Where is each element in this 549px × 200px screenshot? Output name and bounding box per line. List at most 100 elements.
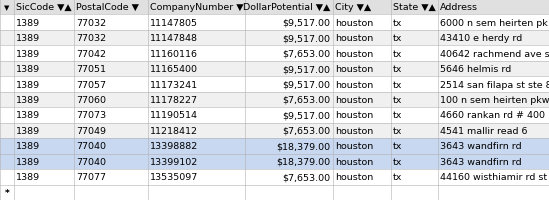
- Text: 77032: 77032: [76, 34, 107, 43]
- Text: tx: tx: [393, 172, 402, 181]
- Bar: [0, 138, 549, 154]
- Text: 1389: 1389: [16, 157, 40, 166]
- Text: 77073: 77073: [76, 111, 107, 120]
- Text: $9,517.00: $9,517.00: [283, 65, 330, 74]
- Text: houston: houston: [335, 142, 373, 151]
- Text: $7,653.00: $7,653.00: [283, 172, 330, 181]
- Text: 77040: 77040: [76, 142, 107, 151]
- Text: houston: houston: [335, 49, 373, 58]
- Text: houston: houston: [335, 126, 373, 135]
- Text: 2514 san filapa st ste 8: 2514 san filapa st ste 8: [440, 80, 549, 89]
- Bar: [0, 77, 549, 92]
- Text: tx: tx: [393, 142, 402, 151]
- Text: $7,653.00: $7,653.00: [283, 96, 330, 104]
- Text: *: *: [4, 188, 9, 197]
- Text: 4660 rankan rd # 400: 4660 rankan rd # 400: [440, 111, 545, 120]
- Text: 6000 n sem heirten pk: 6000 n sem heirten pk: [440, 19, 548, 28]
- Text: 1389: 1389: [16, 49, 40, 58]
- Text: tx: tx: [393, 49, 402, 58]
- Bar: [0, 62, 549, 77]
- Text: 1389: 1389: [16, 80, 40, 89]
- Text: $9,517.00: $9,517.00: [283, 111, 330, 120]
- Text: 77057: 77057: [76, 80, 107, 89]
- Text: 77040: 77040: [76, 157, 107, 166]
- Text: tx: tx: [393, 80, 402, 89]
- Bar: [0, 154, 549, 169]
- Text: State ▼▲: State ▼▲: [393, 3, 436, 12]
- Bar: [0, 31, 549, 46]
- Text: 40642 rachmend ave s: 40642 rachmend ave s: [440, 49, 549, 58]
- Text: 1389: 1389: [16, 34, 40, 43]
- Text: DollarPotential ▼▲: DollarPotential ▼▲: [243, 3, 330, 12]
- Text: tx: tx: [393, 19, 402, 28]
- Text: 44160 wisthiamir rd st: 44160 wisthiamir rd st: [440, 172, 547, 181]
- Text: houston: houston: [335, 96, 373, 104]
- Text: $7,653.00: $7,653.00: [283, 126, 330, 135]
- Text: 11165400: 11165400: [149, 65, 198, 74]
- Text: houston: houston: [335, 157, 373, 166]
- Text: 11173241: 11173241: [149, 80, 198, 89]
- Bar: [14, 185, 549, 200]
- Text: 1389: 1389: [16, 126, 40, 135]
- Text: 4541 mallir read 6: 4541 mallir read 6: [440, 126, 528, 135]
- Text: 77051: 77051: [76, 65, 107, 74]
- Text: tx: tx: [393, 65, 402, 74]
- Text: tx: tx: [393, 96, 402, 104]
- Text: 3643 wandfirn rd: 3643 wandfirn rd: [440, 142, 522, 151]
- Text: 11190514: 11190514: [149, 111, 198, 120]
- Text: $9,517.00: $9,517.00: [283, 34, 330, 43]
- Bar: [0, 169, 549, 185]
- Text: 13535097: 13535097: [149, 172, 198, 181]
- Text: 77032: 77032: [76, 19, 107, 28]
- Text: 77049: 77049: [76, 126, 107, 135]
- Text: 1389: 1389: [16, 142, 40, 151]
- Text: 11147848: 11147848: [149, 34, 198, 43]
- Text: *: *: [4, 188, 9, 197]
- Bar: [0, 46, 549, 62]
- Bar: [0, 92, 549, 108]
- Text: Address: Address: [440, 3, 478, 12]
- Text: houston: houston: [335, 34, 373, 43]
- Text: 1389: 1389: [16, 172, 40, 181]
- Text: CompanyNumber ▼: CompanyNumber ▼: [149, 3, 243, 12]
- Text: 100 n sem heirten pkw: 100 n sem heirten pkw: [440, 96, 549, 104]
- Text: PostalCode ▼: PostalCode ▼: [76, 3, 139, 12]
- Text: 13399102: 13399102: [149, 157, 198, 166]
- Text: houston: houston: [335, 172, 373, 181]
- Bar: [0, 0, 549, 15]
- Text: 77077: 77077: [76, 172, 107, 181]
- Text: tx: tx: [393, 111, 402, 120]
- Text: houston: houston: [335, 111, 373, 120]
- Text: houston: houston: [335, 80, 373, 89]
- Text: 11218412: 11218412: [149, 126, 198, 135]
- Text: $18,379.00: $18,379.00: [277, 157, 330, 166]
- Text: SicCode ▼▲: SicCode ▼▲: [16, 3, 71, 12]
- Text: 11160116: 11160116: [149, 49, 198, 58]
- Text: 1389: 1389: [16, 19, 40, 28]
- Text: $9,517.00: $9,517.00: [283, 19, 330, 28]
- Text: 11178227: 11178227: [149, 96, 198, 104]
- Text: tx: tx: [393, 157, 402, 166]
- Text: 5646 helmis rd: 5646 helmis rd: [440, 65, 511, 74]
- Text: $9,517.00: $9,517.00: [283, 80, 330, 89]
- Text: 1389: 1389: [16, 96, 40, 104]
- Text: City ▼▲: City ▼▲: [335, 3, 371, 12]
- Text: tx: tx: [393, 126, 402, 135]
- Text: 43410 e herdy rd: 43410 e herdy rd: [440, 34, 522, 43]
- Text: $7,653.00: $7,653.00: [283, 49, 330, 58]
- Text: 77042: 77042: [76, 49, 107, 58]
- Bar: [0, 185, 549, 200]
- Bar: [0, 108, 549, 123]
- Text: 11147805: 11147805: [149, 19, 198, 28]
- Bar: [0, 123, 549, 138]
- Text: 77060: 77060: [76, 96, 107, 104]
- Text: $18,379.00: $18,379.00: [277, 142, 330, 151]
- Text: houston: houston: [335, 65, 373, 74]
- Bar: [0, 185, 14, 200]
- Bar: [0, 15, 549, 31]
- Text: 13398882: 13398882: [149, 142, 198, 151]
- Text: houston: houston: [335, 19, 373, 28]
- Text: 3643 wandfirn rd: 3643 wandfirn rd: [440, 157, 522, 166]
- Text: 1389: 1389: [16, 111, 40, 120]
- Text: 1389: 1389: [16, 65, 40, 74]
